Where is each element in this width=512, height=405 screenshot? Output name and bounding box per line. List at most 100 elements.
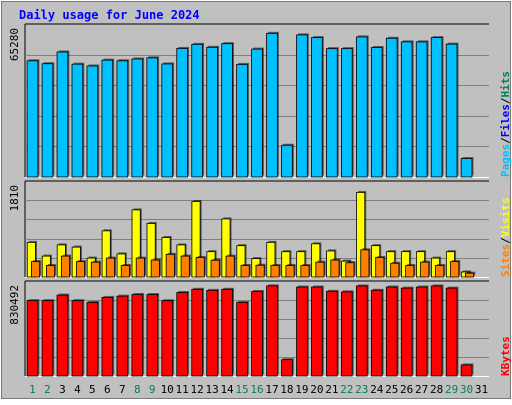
bar-sites-day-11	[180, 255, 190, 278]
bar-kbytes-day-12	[191, 288, 203, 377]
y-tick-label: 1810	[8, 185, 21, 212]
x-tick-label-day-25: 25	[385, 383, 398, 396]
bar-pages-day-14	[221, 43, 233, 178]
bar-pages-day-3	[56, 51, 69, 178]
panel-kbytes: 830492	[8, 280, 489, 377]
bar-sites-day-23	[360, 249, 370, 278]
bar-sites-day-28	[435, 265, 445, 278]
bar-pages-day-16	[251, 48, 263, 178]
panel-hits-files-pages: 65280	[8, 23, 489, 178]
x-tick-label-day-24: 24	[370, 383, 384, 396]
bar-pages-day-28	[430, 37, 443, 178]
bar-sites-day-13	[210, 259, 220, 278]
bar-kbytes-day-19	[296, 286, 308, 377]
bar-kbytes-day-15	[236, 302, 248, 377]
legend-files: Files	[499, 104, 512, 137]
bar-kbytes-day-17	[266, 285, 278, 377]
bar-pages-day-7	[116, 60, 129, 178]
bar-kbytes-day-7	[116, 295, 129, 377]
bar-pages-day-27	[415, 41, 428, 178]
bar-sites-day-9	[150, 259, 160, 278]
x-tick-label-day-9: 9	[149, 383, 156, 396]
x-tick-label-day-8: 8	[134, 383, 141, 396]
legend-separator: /	[499, 97, 512, 104]
bar-sites-day-2	[46, 265, 56, 278]
bar-sites-day-12	[195, 257, 205, 278]
bar-pages-day-25	[385, 37, 398, 178]
bar-pages-day-9	[146, 57, 159, 178]
x-tick-label-day-18: 18	[280, 383, 293, 396]
bar-pages-day-26	[400, 41, 413, 178]
bar-pages-day-2	[41, 63, 54, 178]
bar-sites-day-19	[300, 265, 310, 278]
bar-pages-day-13	[206, 46, 218, 178]
x-tick-label-day-14: 14	[220, 383, 234, 396]
bar-pages-day-5	[86, 65, 99, 178]
legend-visits: Visits	[499, 198, 512, 238]
bar-kbytes-day-25	[385, 286, 398, 377]
x-tick-label-day-16: 16	[250, 383, 263, 396]
bar-kbytes-day-2	[41, 300, 54, 377]
legend-separator: /	[499, 237, 512, 244]
x-tick-label-day-4: 4	[74, 383, 81, 396]
bar-pages-day-10	[161, 63, 173, 178]
bar-kbytes-day-6	[101, 297, 114, 377]
bar-pages-day-29	[445, 43, 458, 178]
x-tick-label-day-10: 10	[161, 383, 174, 396]
bar-pages-day-23	[355, 36, 368, 178]
x-tick-label-day-3: 3	[59, 383, 66, 396]
bar-kbytes-day-27	[415, 286, 428, 377]
bar-kbytes-day-21	[326, 290, 338, 377]
x-tick-label-day-31: 31	[475, 383, 488, 396]
x-tick-label-day-1: 1	[29, 383, 36, 396]
chart-title: Daily usage for June 2024	[19, 8, 200, 22]
bar-sites-day-7	[120, 265, 130, 278]
x-tick-label-day-17: 17	[265, 383, 278, 396]
x-tick-label-day-26: 26	[400, 383, 413, 396]
bar-pages-day-12	[191, 43, 203, 178]
legend-visits-sites: Sites/Visits	[499, 198, 512, 278]
x-tick-label-day-5: 5	[89, 383, 96, 396]
x-axis-labels: 1 2 3 4 5 6 7 8 9 10 11 12 13 14 15 16 17 18 19 20 21 22 23 24 2…	[29, 383, 488, 396]
bar-pages-day-6	[101, 59, 114, 178]
x-tick-label-day-30: 30	[460, 383, 473, 396]
bar-kbytes-day-24	[370, 289, 383, 377]
x-tick-label-day-12: 12	[191, 383, 204, 396]
x-tick-label-day-23: 23	[355, 383, 368, 396]
bar-sites-day-1	[31, 261, 41, 278]
bar-kbytes-day-8	[131, 294, 144, 377]
x-tick-label-day-19: 19	[295, 383, 308, 396]
bar-pages-day-21	[326, 48, 338, 178]
bar-sites-day-24	[375, 257, 385, 278]
bar-sites-day-4	[75, 261, 85, 278]
bar-pages-day-19	[296, 34, 308, 178]
legend-pages: Pages	[499, 144, 512, 177]
bar-kbytes-day-30	[460, 364, 473, 377]
bar-pages-day-11	[176, 48, 188, 178]
bar-kbytes-day-16	[251, 291, 263, 377]
chart-frame-inner	[1, 1, 511, 399]
x-tick-label-day-27: 27	[415, 383, 428, 396]
bar-sites-day-30	[465, 272, 475, 278]
bar-sites-day-8	[135, 257, 145, 278]
bar-pages-day-20	[311, 37, 323, 178]
x-tick-label-day-15: 15	[235, 383, 248, 396]
bar-kbytes-day-14	[221, 288, 233, 377]
legend-hits: Hits	[499, 71, 512, 98]
bar-sites-day-10	[165, 253, 175, 278]
x-tick-label-day-28: 28	[430, 383, 443, 396]
x-tick-label-day-11: 11	[176, 383, 189, 396]
bar-sites-day-6	[105, 257, 115, 278]
bar-kbytes-day-3	[56, 294, 69, 377]
bar-pages-day-15	[236, 64, 248, 178]
bar-pages-day-22	[341, 48, 353, 178]
bar-sites-day-18	[285, 265, 295, 278]
bar-pages-day-8	[131, 58, 144, 178]
bar-sites-day-3	[60, 255, 71, 278]
panels-layer: 65280 1810 830492	[8, 23, 489, 377]
legend-hits-files-pages: Pages/Files/Hits	[499, 71, 512, 177]
legend-sites: Sites	[499, 244, 512, 277]
bar-sites-day-29	[450, 261, 460, 278]
